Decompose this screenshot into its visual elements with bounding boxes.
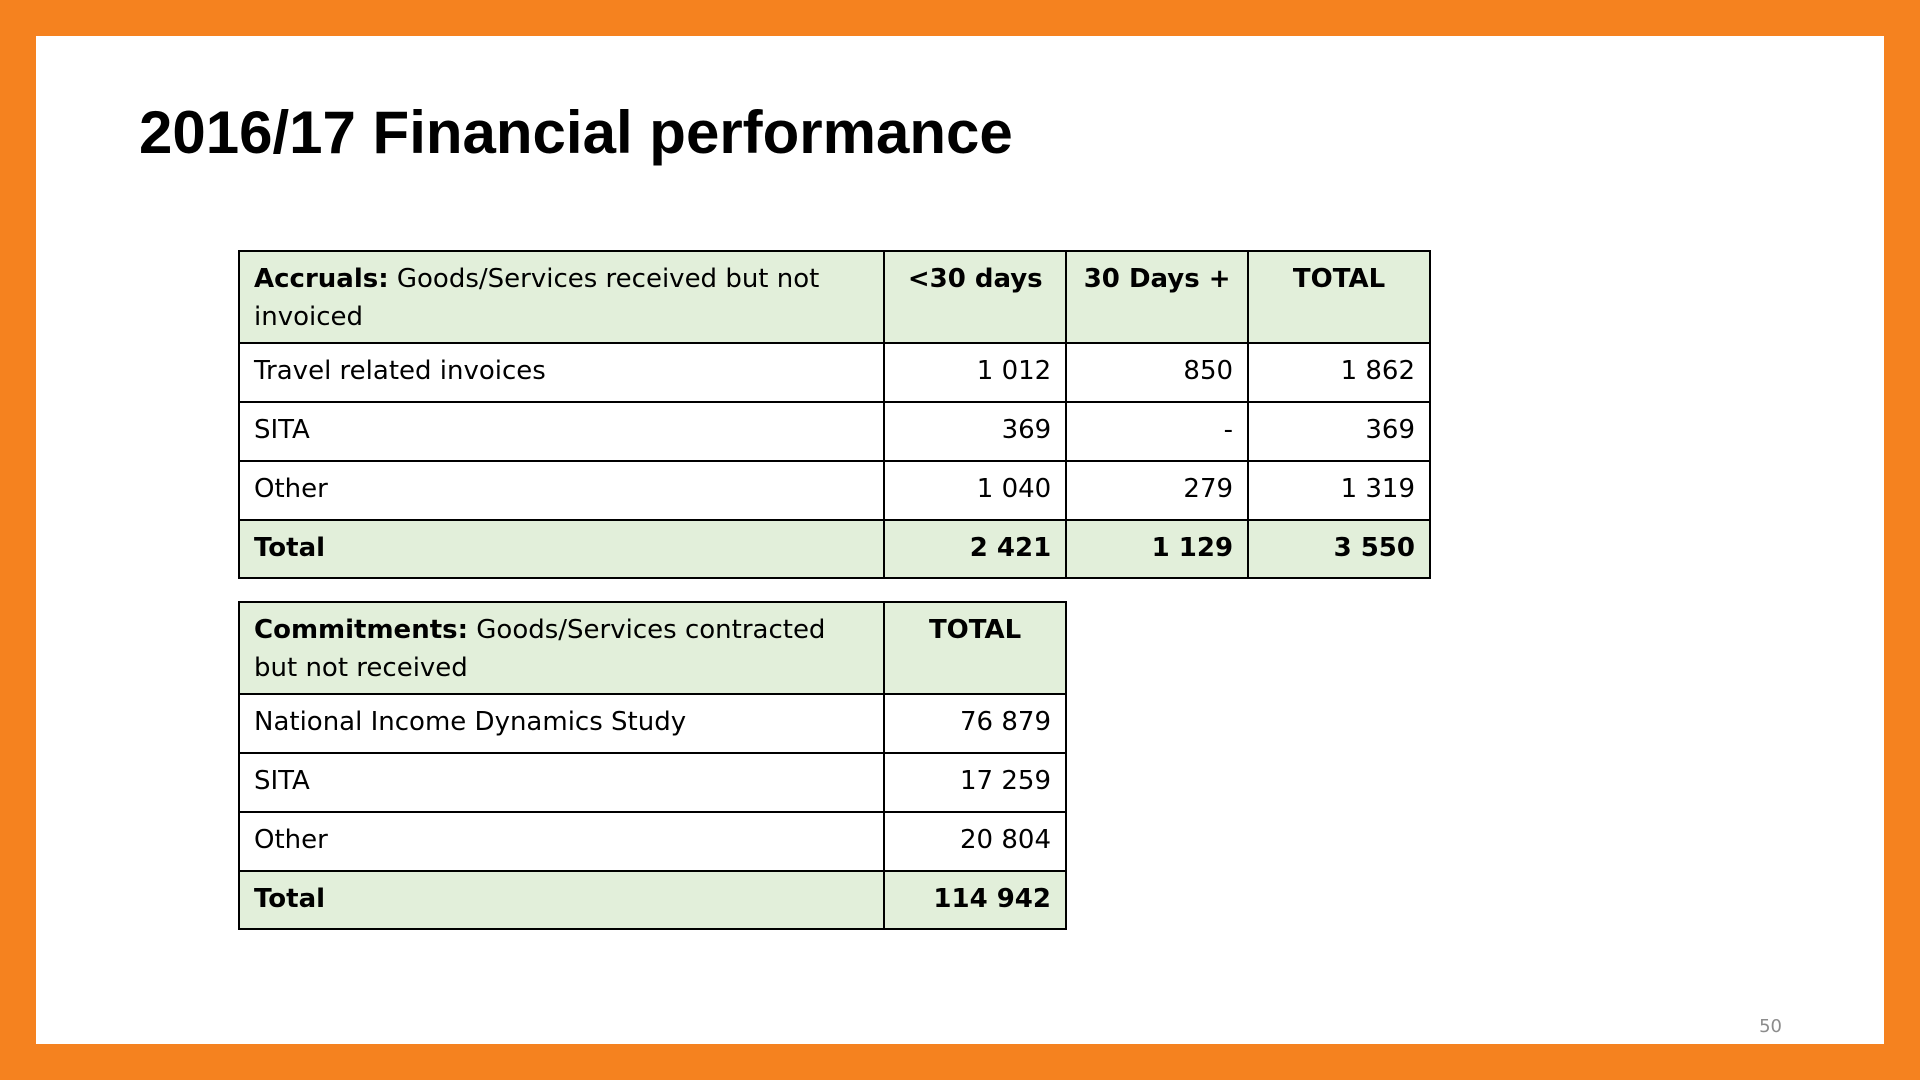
total-label: Total [237,870,886,930]
commitments-header-label: Commitments: Goods/Services contracted b… [237,601,886,695]
commitments-table: Commitments: Goods/Services contracted b… [237,601,1067,930]
row-value: 17 259 [883,752,1067,813]
slide-title: 2016/17 Financial performance [139,99,1013,166]
accruals-header-total: TOTAL [1247,250,1431,344]
slide: 2016/17 Financial performance Accruals: … [36,36,1884,1044]
row-label: Other [237,811,886,872]
accruals-table: Accruals: Goods/Services received but no… [237,250,1431,579]
table-row: Travel related invoices 1 012 850 1 862 [237,342,1431,403]
row-label: National Income Dynamics Study [237,693,886,754]
commitments-header-label-rest: Goods/Services contracted but not receiv… [254,615,826,683]
row-value: 1 012 [883,342,1068,403]
commitments-header-label-bold: Commitments: [254,615,469,645]
table-row: National Income Dynamics Study 76 879 [237,693,1067,754]
row-value: 369 [1247,401,1431,462]
commitments-header-total: TOTAL [883,601,1067,695]
row-value: 369 [883,401,1068,462]
row-value: 76 879 [883,693,1067,754]
total-value: 3 550 [1247,519,1431,579]
total-value: 114 942 [883,870,1067,930]
accruals-header-label-bold: Accruals: [254,264,389,294]
accruals-total-row: Total 2 421 1 129 3 550 [237,519,1431,579]
total-value: 1 129 [1065,519,1250,579]
row-label: SITA [237,752,886,813]
commitments-total-row: Total 114 942 [237,870,1067,930]
row-value: 850 [1065,342,1250,403]
row-value: 1 862 [1247,342,1431,403]
accruals-header-30plus: 30 Days + [1065,250,1250,344]
row-value: - [1065,401,1250,462]
table-row: Other 1 040 279 1 319 [237,460,1431,521]
row-label: Travel related invoices [237,342,886,403]
accruals-header-row: Accruals: Goods/Services received but no… [237,250,1431,344]
row-label: Other [237,460,886,521]
accruals-header-label-rest: Goods/Services received but not invoiced [254,264,820,332]
row-value: 20 804 [883,811,1067,872]
accruals-header-label: Accruals: Goods/Services received but no… [237,250,886,344]
row-value: 279 [1065,460,1250,521]
row-value: 1 319 [1247,460,1431,521]
table-row: SITA 369 - 369 [237,401,1431,462]
total-label: Total [237,519,886,579]
total-value: 2 421 [883,519,1068,579]
row-label: SITA [237,401,886,462]
table-row: SITA 17 259 [237,752,1067,813]
row-value: 1 040 [883,460,1068,521]
commitments-header-row: Commitments: Goods/Services contracted b… [237,601,1067,695]
page-number: 50 [1759,1016,1782,1037]
accruals-header-lt30: <30 days [883,250,1068,344]
table-row: Other 20 804 [237,811,1067,872]
